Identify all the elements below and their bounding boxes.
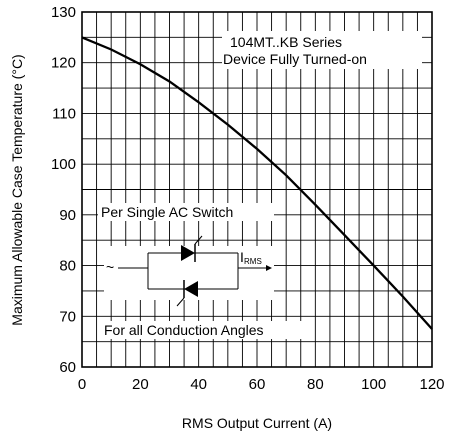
x-tick-label: 60	[249, 376, 266, 393]
y-tick-label: 130	[51, 4, 76, 21]
series-line	[81, 36, 433, 330]
y-tick-label: 110	[52, 105, 76, 122]
thyristor-lower-icon	[184, 281, 198, 297]
y-tick-label: 100	[51, 156, 76, 173]
x-tick-label: 100	[361, 376, 386, 393]
switch-label-box	[98, 203, 274, 221]
y-axis-label: Maximum Allowable Case Temperature (°C)	[9, 54, 25, 325]
y-tick-label: 90	[59, 207, 76, 224]
y-tick-label: 70	[59, 308, 76, 325]
angles-label: For all Conduction Angles	[104, 322, 264, 338]
x-tick-label: 40	[190, 376, 207, 393]
angles-label-box	[100, 321, 312, 339]
series-label-box	[222, 31, 422, 69]
y-tick-label: 120	[51, 55, 76, 72]
tick-labels: 0 20 40 60 80 100 120 60 70 80 90 100 110 120 130	[51, 4, 445, 393]
thyristor-upper-icon	[181, 245, 195, 261]
switch-label: Per Single AC Switch	[101, 204, 233, 220]
current-arrow-icon	[266, 265, 272, 271]
x-axis-label: RMS Output Current (A)	[182, 415, 332, 431]
y-tick-label: 80	[59, 258, 76, 275]
grid-lines	[82, 12, 432, 367]
current-subscript: RMS	[244, 257, 262, 266]
x-tick-label: 20	[132, 376, 149, 393]
ac-switch-schematic: ~ I RMS	[104, 235, 274, 307]
x-tick-label: 120	[419, 376, 444, 393]
ac-input-symbol: ~	[106, 259, 114, 275]
series-label-line2: Device Fully Turned-on	[223, 51, 367, 67]
current-symbol: I	[240, 249, 244, 265]
x-tick-label: 0	[78, 376, 86, 393]
y-tick-label: 60	[59, 359, 76, 376]
plot-frame	[81, 11, 433, 368]
x-tick-label: 80	[307, 376, 324, 393]
series-label-line1: 104MT..KB Series	[230, 34, 342, 50]
